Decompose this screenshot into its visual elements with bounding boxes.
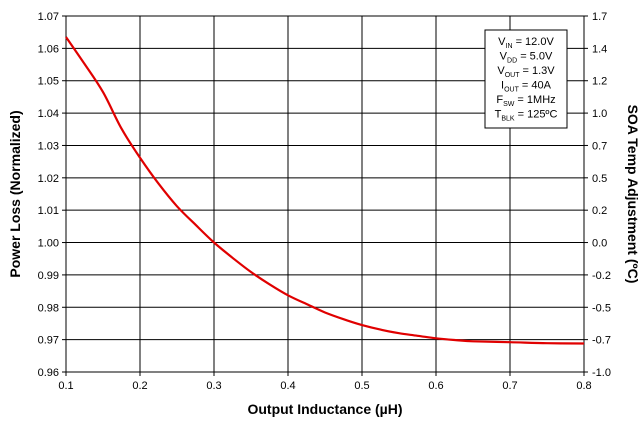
y-tick-label: 1.00 (38, 238, 59, 250)
y-axis-title: Power Loss (Normalized) (7, 110, 23, 277)
y-tick-label: 1.02 (38, 173, 59, 185)
x-axis-ticks: 0.1 0.2 0.3 0.4 0.5 0.6 0.7 0.8 (58, 372, 592, 392)
y2-tick-label: 0.0 (592, 238, 607, 250)
y2-axis-title: SOA Temp Adjustment (ºC) (625, 105, 641, 284)
x-tick-label: 0.6 (428, 380, 443, 392)
x-tick-label: 0.7 (502, 380, 517, 392)
y2-tick-label: 1.7 (592, 11, 607, 23)
x-tick-label: 0.2 (132, 380, 147, 392)
y2-tick-label: 1.4 (592, 43, 607, 55)
series-layer (65, 36, 585, 345)
y2-tick-label: -0.5 (592, 302, 611, 314)
x-tick-label: 0.3 (206, 380, 221, 392)
y-axis-ticks: 0.96 0.97 0.98 0.99 1.00 1.01 1.02 1.03 1.04 1.05… (38, 11, 66, 379)
x-tick-label: 0.5 (354, 380, 369, 392)
y-tick-label: 0.99 (38, 270, 59, 282)
y-tick-label: 1.06 (38, 43, 59, 55)
y-tick-label: 1.05 (38, 76, 59, 88)
y2-tick-label: -0.2 (592, 270, 611, 282)
legend-line: TBLK = 125ºC (495, 109, 558, 123)
y-tick-label: 0.97 (38, 335, 59, 347)
y2-tick-label: 0.7 (592, 140, 607, 152)
legend-line: FSW = 1MHz (496, 94, 555, 108)
y2-axis-ticks: -1.0 -0.7 -0.5 -0.2 0.0 0.2 0.5 0.7 1.0 1.2 1.4 1.7 (584, 11, 611, 379)
y2-tick-label: 0.2 (592, 205, 607, 217)
y-tick-label: 0.96 (38, 367, 59, 379)
legend-line: VDD = 5.0V (500, 51, 553, 65)
legend-line: VOUT = 1.3V (497, 65, 555, 79)
y2-tick-label: 1.2 (592, 76, 607, 88)
legend-box (484, 29, 568, 129)
y2-tick-label: 1.0 (592, 108, 607, 120)
x-tick-label: 0.4 (280, 380, 295, 392)
x-tick-label: 0.1 (58, 380, 73, 392)
y-tick-label: 0.98 (38, 302, 59, 314)
y-tick-label: 1.04 (38, 108, 59, 120)
y2-tick-label: -1.0 (592, 367, 611, 379)
legend-line: IOUT = 40A (501, 80, 552, 94)
plot-area (65, 15, 585, 373)
x-axis-title: Output Inductance (µH) (247, 401, 402, 417)
legend-line: VIN = 12.0V (498, 36, 554, 50)
y2-tick-label: -0.7 (592, 335, 611, 347)
power-loss-line (65, 36, 585, 345)
y-tick-label: 1.01 (38, 205, 59, 217)
y-tick-label: 1.07 (38, 11, 59, 23)
x-tick-label: 0.8 (576, 380, 591, 392)
y-tick-label: 1.03 (38, 140, 59, 152)
grid-lines (65, 15, 585, 373)
y2-tick-label: 0.5 (592, 173, 607, 185)
